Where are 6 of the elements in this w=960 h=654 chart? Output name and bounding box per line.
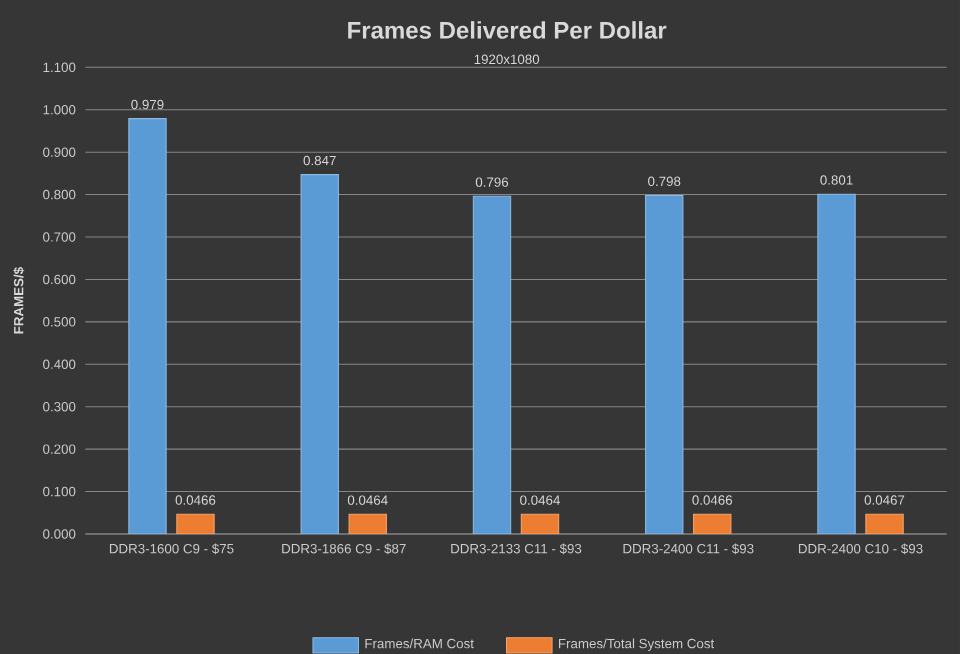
bar [472,195,512,534]
bar [645,194,684,534]
bar [300,174,339,534]
bar [128,118,167,534]
chart-title: Frames Delivered Per Dollar [348,21,667,39]
bar [817,193,856,534]
